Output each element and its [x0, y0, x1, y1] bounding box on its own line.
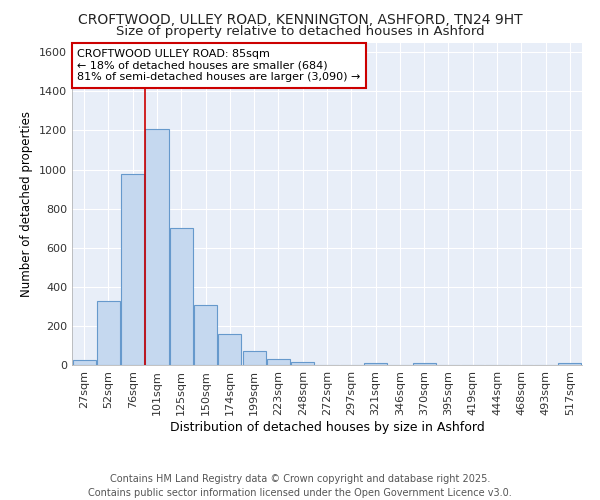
- Bar: [145, 130, 169, 365]
- Text: Size of property relative to detached houses in Ashford: Size of property relative to detached ho…: [116, 25, 484, 38]
- Text: CROFTWOOD, ULLEY ROAD, KENNINGTON, ASHFORD, TN24 9HT: CROFTWOOD, ULLEY ROAD, KENNINGTON, ASHFO…: [77, 12, 523, 26]
- Text: CROFTWOOD ULLEY ROAD: 85sqm
← 18% of detached houses are smaller (684)
81% of se: CROFTWOOD ULLEY ROAD: 85sqm ← 18% of det…: [77, 49, 361, 82]
- Text: Contains HM Land Registry data © Crown copyright and database right 2025.
Contai: Contains HM Land Registry data © Crown c…: [88, 474, 512, 498]
- Bar: [194, 305, 217, 365]
- Bar: [73, 360, 95, 365]
- Bar: [242, 351, 266, 365]
- Bar: [413, 362, 436, 365]
- Bar: [559, 362, 581, 365]
- Bar: [97, 300, 120, 365]
- Bar: [267, 359, 290, 365]
- Bar: [170, 228, 193, 365]
- X-axis label: Distribution of detached houses by size in Ashford: Distribution of detached houses by size …: [170, 420, 484, 434]
- Bar: [121, 174, 144, 365]
- Bar: [218, 334, 241, 365]
- Bar: [291, 362, 314, 365]
- Y-axis label: Number of detached properties: Number of detached properties: [20, 111, 34, 296]
- Bar: [364, 363, 387, 365]
